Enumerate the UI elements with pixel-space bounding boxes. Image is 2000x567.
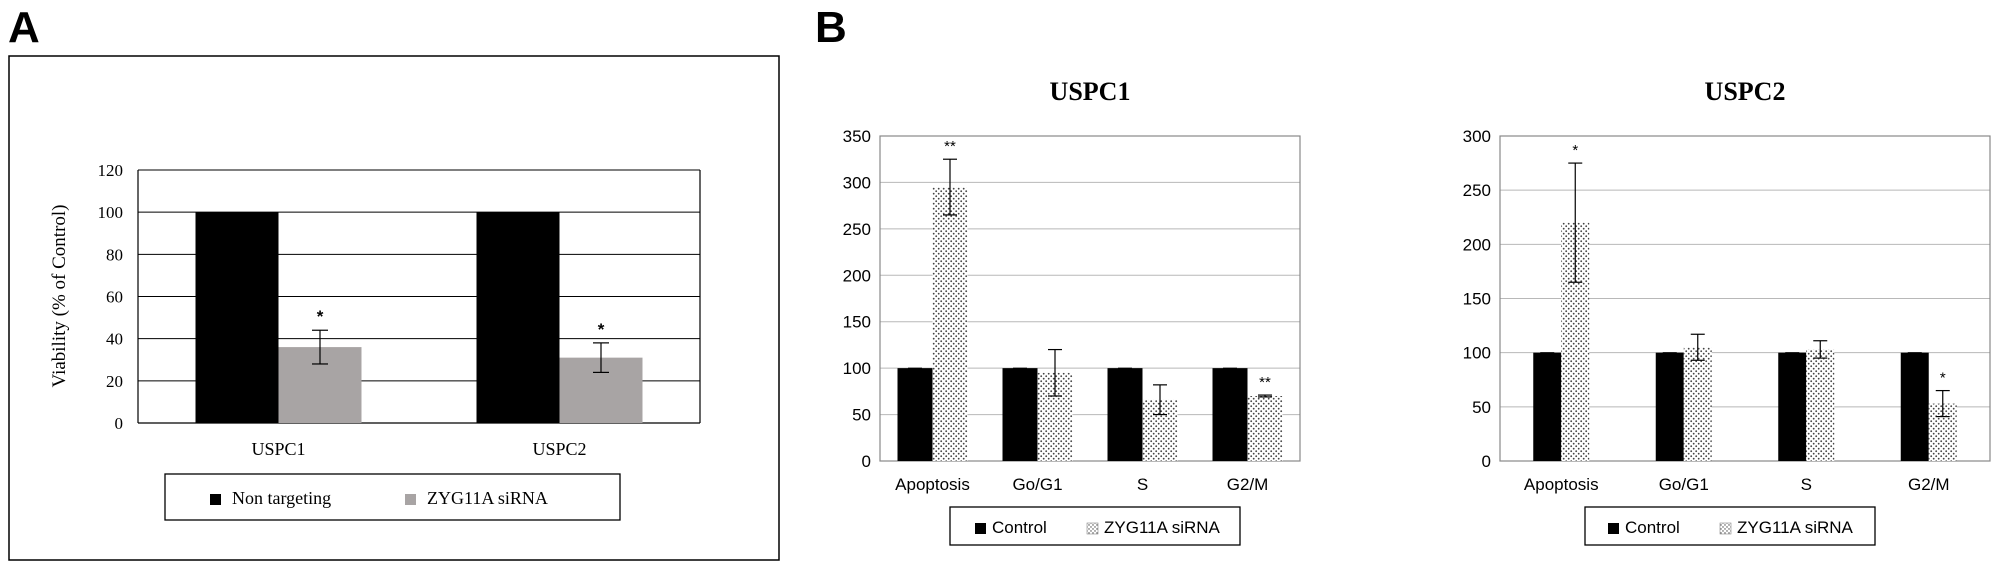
category-label: S	[1801, 475, 1812, 494]
bar	[932, 187, 968, 462]
panel-a-frame	[8, 55, 780, 561]
chart-b-uspc2: USPC2 0 50 100 150 200 250 300 Apoptosis * Go/G1 S G…	[1463, 77, 1991, 546]
legend-swatch	[975, 523, 986, 534]
bar	[1655, 352, 1684, 461]
category-label: Apoptosis	[1524, 475, 1599, 494]
y-tick-label: 0	[1482, 452, 1491, 471]
bar	[1247, 396, 1283, 461]
significance-marker: **	[1259, 374, 1271, 391]
y-tick-label: 200	[843, 266, 871, 285]
legend-box	[164, 473, 621, 521]
plot-frame	[1499, 135, 1991, 462]
bar	[476, 212, 560, 423]
y-tick-label: 60	[106, 288, 123, 307]
category-label: G2/M	[1908, 475, 1950, 494]
bar	[1002, 368, 1038, 461]
bar	[897, 368, 933, 461]
y-tick-label: 250	[843, 220, 871, 239]
bar	[1900, 352, 1929, 461]
legend-label: Non targeting	[232, 488, 331, 508]
y-tick-label: 350	[843, 127, 871, 146]
legend-swatch	[405, 494, 416, 505]
y-tick-label: 0	[115, 414, 124, 433]
legend-label: ZYG11A siRNA	[1737, 518, 1854, 537]
chart-title: USPC2	[1705, 77, 1786, 106]
y-tick-label: 300	[843, 173, 871, 192]
significance-marker: *	[1572, 142, 1578, 159]
category-label: Go/G1	[1012, 475, 1062, 494]
category-label: USPC2	[532, 439, 586, 459]
y-axis-label: Viability (% of Control)	[49, 204, 70, 387]
y-tick-label: 50	[1472, 398, 1491, 417]
legend-swatch	[1086, 522, 1099, 535]
y-tick-label: 100	[843, 359, 871, 378]
significance-marker: *	[1940, 370, 1946, 387]
y-tick-label: 150	[843, 313, 871, 332]
bar	[1778, 352, 1807, 461]
legend-label: Control	[992, 518, 1047, 537]
bar	[1806, 349, 1835, 461]
category-label: Go/G1	[1659, 475, 1709, 494]
category-label: S	[1137, 475, 1148, 494]
chart-title: USPC1	[1050, 77, 1131, 106]
y-tick-label: 150	[1463, 290, 1491, 309]
y-tick-label: 100	[98, 203, 124, 222]
legend-swatch	[1719, 522, 1732, 535]
legend-label: ZYG11A siRNA	[1104, 518, 1221, 537]
plot-frame	[879, 135, 1301, 462]
significance-marker: *	[317, 307, 324, 326]
y-tick-label: 50	[852, 406, 871, 425]
legend-label: Control	[1625, 518, 1680, 537]
bar	[195, 212, 279, 423]
legend-label: ZYG11A siRNA	[427, 488, 548, 508]
legend-swatch	[1608, 523, 1619, 534]
chart-b-uspc1: USPC1 0 50 100 150 200 250 300 350 Apoptosis ** Go/…	[843, 77, 1301, 546]
significance-marker: *	[598, 320, 605, 339]
y-tick-label: 40	[106, 330, 123, 349]
category-label: Apoptosis	[895, 475, 970, 494]
category-label: G2/M	[1227, 475, 1269, 494]
category-label: USPC1	[251, 439, 305, 459]
panel-a-letter: A	[8, 3, 40, 52]
bar	[1212, 368, 1248, 461]
y-tick-label: 200	[1463, 235, 1491, 254]
legend-swatch	[210, 494, 221, 505]
y-tick-label: 250	[1463, 181, 1491, 200]
bar	[1533, 352, 1562, 461]
bar	[1683, 347, 1712, 461]
significance-marker: **	[944, 138, 956, 155]
y-tick-label: 300	[1463, 127, 1491, 146]
bar	[1107, 368, 1143, 461]
y-tick-label: 20	[106, 372, 123, 391]
panel-b-letter: B	[815, 3, 847, 52]
y-tick-label: 0	[862, 452, 871, 471]
y-tick-label: 100	[1463, 344, 1491, 363]
y-tick-label: 80	[106, 245, 123, 264]
chart-a: 0 20 40 60 80 100 120 Viability (% of Control) U…	[49, 161, 701, 521]
y-tick-label: 120	[98, 161, 124, 180]
